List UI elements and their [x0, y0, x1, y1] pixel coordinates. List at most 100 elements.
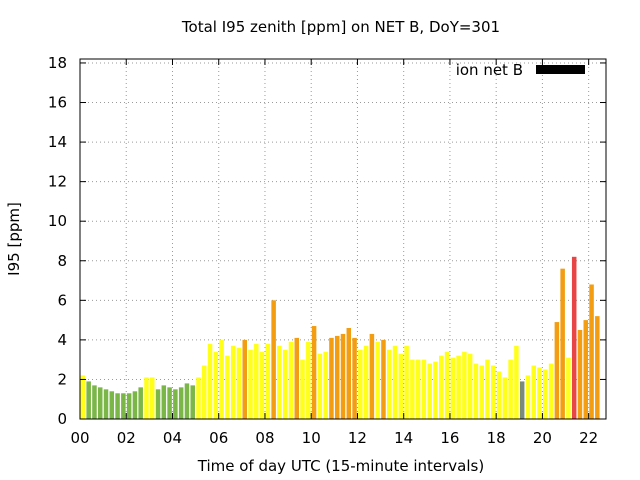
y-axis-label: I95 [ppm] — [5, 202, 23, 276]
bar — [381, 339, 386, 419]
bar — [421, 359, 427, 419]
y-tick-label: 6 — [57, 291, 67, 309]
bar — [242, 339, 247, 419]
y-tick-label: 8 — [57, 252, 67, 270]
y-tick-label: 14 — [48, 133, 67, 151]
x-tick-label: 00 — [70, 429, 89, 447]
bar — [398, 353, 404, 419]
bar — [566, 357, 571, 419]
bar — [467, 353, 473, 419]
bar — [271, 300, 276, 419]
bar — [277, 345, 282, 419]
bar — [329, 337, 334, 419]
bar — [519, 381, 525, 419]
bar — [444, 351, 450, 419]
x-tick-label: 02 — [117, 429, 136, 447]
x-tick-label: 14 — [394, 429, 413, 447]
bar — [439, 355, 444, 419]
bar — [548, 363, 554, 419]
y-tick-label: 2 — [57, 370, 67, 388]
y-tick-label: 10 — [48, 212, 67, 230]
bar — [300, 359, 305, 419]
bar — [161, 385, 167, 419]
bar — [433, 361, 438, 419]
bar — [126, 393, 132, 419]
x-tick-label: 20 — [533, 429, 552, 447]
bar — [496, 371, 502, 419]
bar — [294, 337, 300, 419]
bar — [265, 343, 271, 419]
bar — [514, 345, 519, 419]
bar — [254, 343, 259, 419]
bar — [202, 365, 207, 419]
y-tick-label: 16 — [48, 94, 67, 112]
bar — [577, 329, 583, 419]
grid — [80, 59, 606, 419]
bar — [121, 393, 126, 419]
bar — [543, 369, 548, 419]
bar — [531, 365, 536, 419]
bar — [462, 351, 467, 419]
bar — [230, 345, 236, 419]
bar — [213, 351, 219, 419]
x-tick-label: 06 — [209, 429, 228, 447]
bar — [155, 389, 161, 419]
bar — [386, 349, 392, 419]
x-tick-label: 16 — [440, 429, 459, 447]
bar — [184, 383, 190, 419]
bar — [323, 351, 328, 419]
bar — [508, 359, 513, 419]
bar — [306, 341, 311, 419]
bar — [346, 328, 352, 419]
y-tick-label: 4 — [57, 331, 67, 349]
bar — [144, 377, 149, 419]
bar — [115, 393, 120, 419]
x-tick-label: 08 — [255, 429, 274, 447]
bar — [571, 256, 577, 419]
plot-frame — [79, 58, 607, 420]
bar — [473, 363, 479, 419]
bar — [190, 385, 195, 419]
bar — [86, 381, 91, 419]
bar — [485, 359, 490, 419]
y-tick-label: 18 — [48, 54, 67, 72]
bar — [537, 367, 542, 419]
bar — [560, 268, 565, 419]
bar — [103, 389, 109, 419]
bar — [334, 335, 340, 419]
legend: ion net B — [456, 61, 585, 79]
x-axis-label: Time of day UTC (15-minute intervals) — [197, 457, 484, 475]
bar — [80, 375, 86, 419]
bar — [207, 343, 213, 419]
x-tick-label: 12 — [348, 429, 367, 447]
bar — [404, 345, 409, 419]
bar — [138, 387, 143, 419]
bar — [450, 357, 456, 419]
bar — [340, 333, 346, 419]
x-tick-label: 10 — [302, 429, 321, 447]
y-tick-label: 0 — [57, 410, 67, 428]
bar — [410, 359, 415, 419]
bar — [178, 387, 184, 419]
bar — [491, 365, 496, 419]
bar — [173, 389, 178, 419]
x-tick-label: 22 — [579, 429, 598, 447]
bar — [282, 349, 288, 419]
bar — [583, 320, 589, 419]
bar — [427, 363, 432, 419]
bar — [109, 391, 115, 419]
bar — [595, 316, 600, 419]
bar — [132, 391, 138, 419]
bar — [358, 349, 363, 419]
bar — [150, 377, 155, 419]
bar — [456, 355, 461, 419]
bar — [225, 355, 230, 419]
bars — [80, 256, 600, 419]
bar — [92, 385, 97, 419]
y-tick-label: 12 — [48, 173, 67, 191]
bar — [502, 377, 508, 419]
x-tick-label: 04 — [163, 429, 182, 447]
bar — [259, 351, 265, 419]
